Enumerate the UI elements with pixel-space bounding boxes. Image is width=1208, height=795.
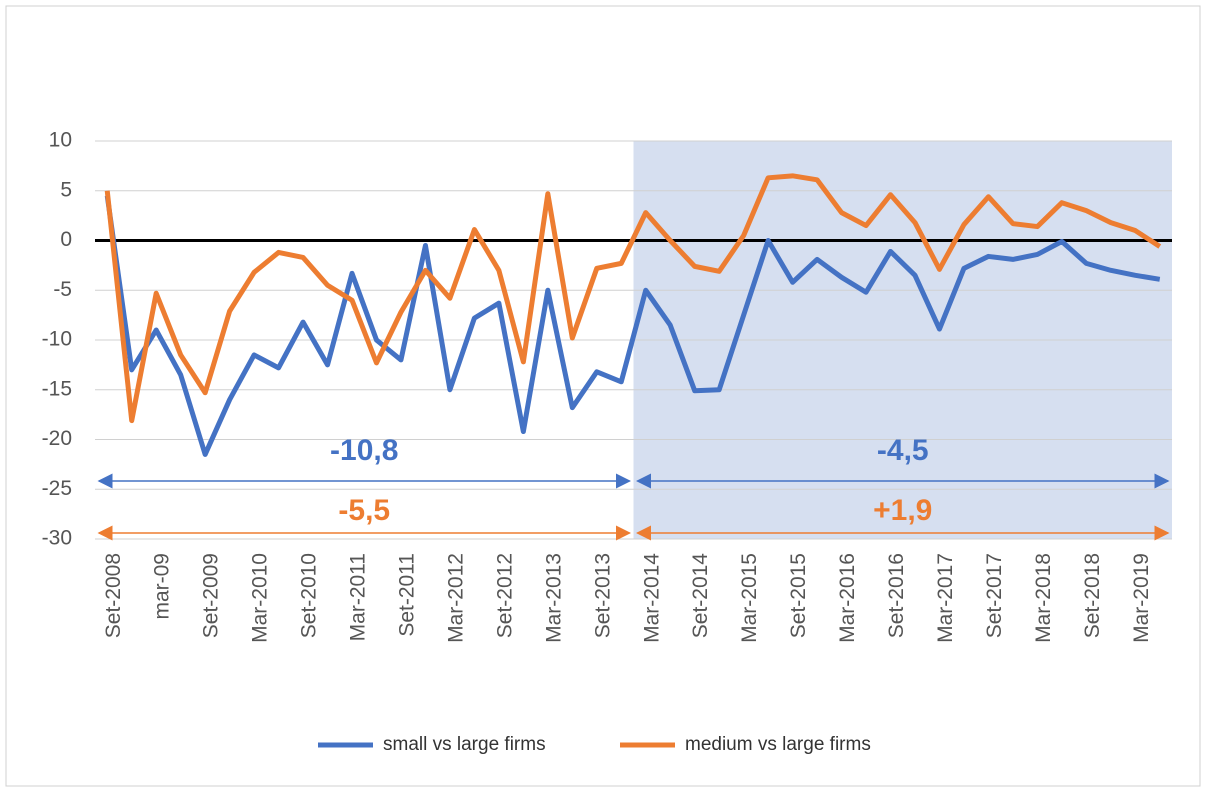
legend-label: small vs large firms [383, 734, 546, 755]
x-tick-label: Set-2012 [493, 553, 516, 638]
y-tick-label: -10 [42, 328, 72, 351]
period-label: +1,9 [873, 494, 932, 527]
x-tick-label: Set-2013 [591, 553, 614, 638]
series-line [104, 195, 1161, 457]
y-tick-label: -5 [53, 278, 72, 301]
x-tick-label: Mar-2014 [640, 553, 663, 643]
x-tick-label: Set-2009 [200, 553, 223, 638]
period-label: -5,5 [338, 494, 390, 527]
x-tick-label: Mar-2010 [249, 553, 272, 643]
x-tick-label: Set-2017 [983, 553, 1006, 638]
y-tick-label: 5 [60, 178, 72, 201]
x-tick-label: mar-09 [151, 553, 174, 620]
x-tick-label: Set-2008 [102, 553, 125, 638]
x-tick-label: Mar-2011 [347, 553, 370, 641]
x-tick-label: Set-2015 [787, 553, 810, 638]
y-tick-label: -15 [42, 377, 72, 400]
x-tick-label: Mar-2017 [934, 553, 957, 643]
y-tick-label: -25 [42, 477, 72, 500]
x-tick-label: Mar-2015 [738, 553, 761, 643]
x-tick-label: Mar-2018 [1032, 553, 1055, 643]
y-tick-label: -20 [42, 427, 72, 450]
period-label: -4,5 [877, 434, 929, 467]
x-tick-label: Mar-2019 [1130, 553, 1153, 643]
y-tick-label: 10 [49, 129, 72, 152]
x-tick-label: Set-2014 [689, 553, 712, 639]
x-tick-label: Set-2016 [885, 553, 908, 638]
y-tick-label: -30 [42, 527, 72, 550]
x-tick-label: Mar-2012 [444, 553, 467, 643]
x-tick-label: Set-2010 [298, 553, 321, 638]
series-line [104, 173, 1162, 424]
y-tick-label: 0 [60, 228, 72, 251]
x-tick-label: Mar-2016 [836, 553, 859, 643]
period-label: -10,8 [330, 434, 398, 467]
x-tick-label: Set-2011 [396, 553, 419, 637]
x-tick-label: Set-2018 [1081, 553, 1104, 638]
legend-label: medium vs large firms [685, 734, 871, 755]
x-tick-label: Mar-2013 [542, 553, 565, 643]
